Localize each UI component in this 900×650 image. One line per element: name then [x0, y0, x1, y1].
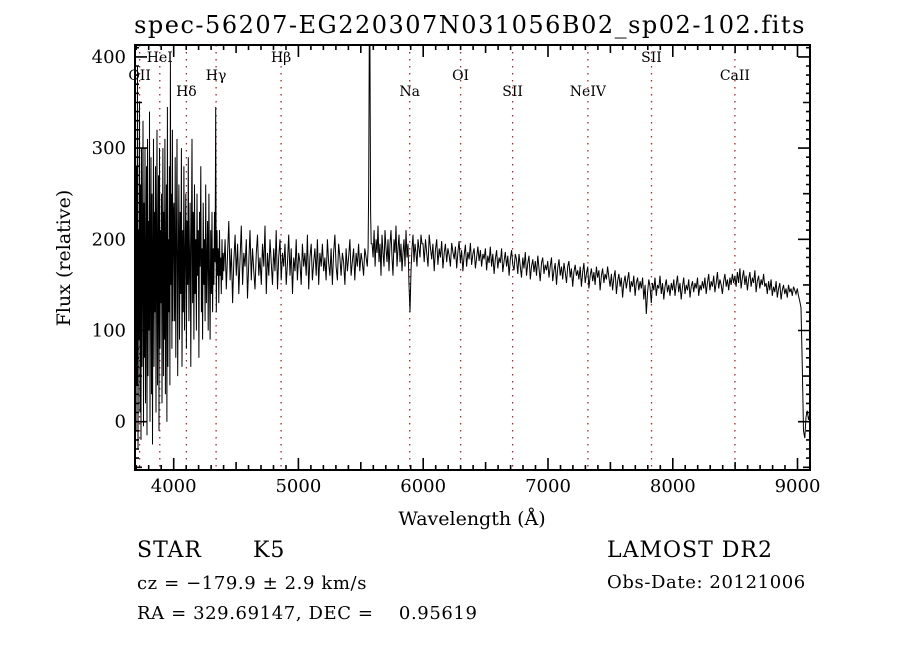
spectral-line-labels: OII HeI Hδ Hγ Hβ Na OI SII NeIV SII CaII — [128, 50, 750, 100]
ra-dec-value: RA = 329.69147, DEC = 0.95619 — [137, 603, 478, 624]
line-label-HeI: HeI — [147, 50, 173, 66]
line-label-NeIV: NeIV — [570, 84, 607, 100]
y-tick-200: 200 — [92, 229, 126, 250]
y-tick-400: 400 — [92, 47, 126, 68]
x-axis-label: Wavelength (Å) — [398, 508, 545, 530]
y-tick-labels: 0 100 200 300 400 — [92, 47, 126, 433]
x-tick-6000: 6000 — [400, 476, 446, 497]
x-tick-9000: 9000 — [775, 476, 821, 497]
y-axis-label: Flux (relative) — [53, 190, 75, 327]
y-tick-0: 0 — [115, 412, 126, 433]
y-tick-100: 100 — [92, 321, 126, 342]
line-label-Hγ: Hγ — [206, 68, 227, 84]
plot-title: spec-56207-EG220307N031056B02_sp02-102.f… — [134, 11, 806, 39]
survey-release: LAMOST DR2 — [607, 538, 773, 563]
cz-value: cz = −179.9 ± 2.9 km/s — [137, 573, 367, 594]
object-subclass: K5 — [253, 538, 285, 563]
line-label-Hβ: Hβ — [271, 50, 291, 66]
x-tick-5000: 5000 — [275, 476, 321, 497]
y-tick-300: 300 — [92, 138, 126, 159]
line-label-CaII: CaII — [720, 68, 750, 84]
spectrum-line — [135, 45, 810, 450]
x-tick-labels: 4000 5000 6000 7000 8000 9000 — [151, 476, 821, 497]
object-class: STAR — [137, 538, 202, 563]
line-label-Hδ: Hδ — [176, 84, 197, 100]
x-tick-7000: 7000 — [525, 476, 571, 497]
obs-date: Obs-Date: 20121006 — [607, 572, 806, 593]
line-label-OII: OII — [128, 68, 151, 84]
line-label-Na: Na — [399, 84, 420, 100]
axis-ticks — [135, 45, 811, 470]
line-label-SII: SII — [641, 50, 662, 66]
x-tick-8000: 8000 — [650, 476, 696, 497]
line-label-OI: OI — [452, 68, 469, 84]
x-tick-4000: 4000 — [151, 476, 197, 497]
line-label-SII: SII — [502, 84, 523, 100]
